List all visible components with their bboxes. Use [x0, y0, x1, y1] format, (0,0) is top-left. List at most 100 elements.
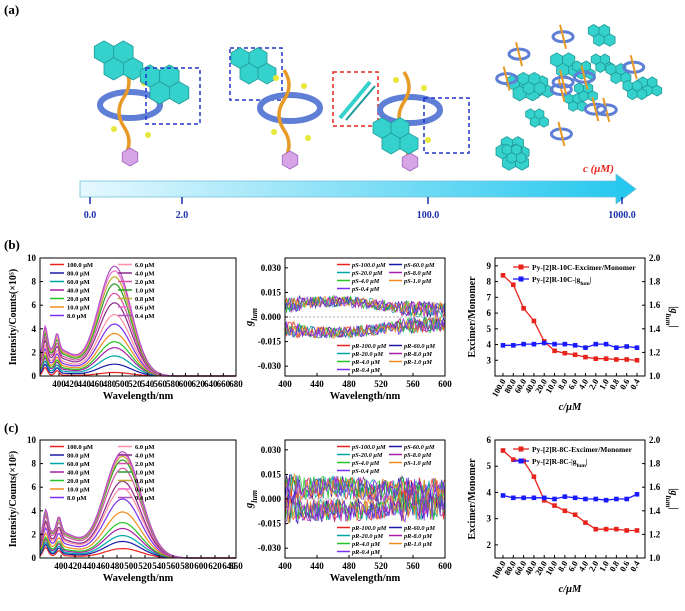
- y2-tick-label: 1.4: [649, 324, 661, 334]
- ratio-data-point: [593, 356, 599, 361]
- y2-tick-label: 2.0: [649, 435, 661, 445]
- y-tick-label: 6: [32, 300, 37, 310]
- aggregate-chain: [559, 69, 568, 95]
- x-tick-label: 400: [54, 561, 68, 571]
- ratio-data-point: [552, 496, 557, 502]
- x-tick-label: 560: [153, 379, 167, 389]
- legend-label: 0.4 μM: [135, 495, 155, 502]
- x-tick-label: 650: [229, 561, 243, 571]
- legend-marker: [518, 276, 524, 282]
- legend-label: 4.0 μM: [135, 453, 155, 460]
- concentration-ticks: 0.0 2.0 100.0 1000.0: [84, 197, 636, 221]
- y-tick-label: -0.030: [258, 361, 282, 371]
- excimer-pair-2: [345, 85, 376, 121]
- rotaxane-dimer-right: [377, 71, 443, 172]
- legend-label: 8.0 μM: [67, 313, 87, 320]
- aggregate-pyrene: [517, 71, 546, 95]
- emission-spectra-chart-c: 400 420 440 460 480 500 520 540 560 580 600 620 6406…: [8, 435, 243, 584]
- pyrene-ring: [627, 88, 638, 101]
- y-tick-label: 3: [487, 355, 492, 365]
- ratio-data-point: [614, 526, 619, 532]
- x-axis-label: Wavelength/nm: [330, 573, 401, 584]
- aggregate-chain: [580, 64, 589, 90]
- x-tick-label: 0.6: [617, 377, 631, 391]
- legend-label: 6.0 μM: [135, 262, 155, 269]
- ratio-data-point: [572, 343, 578, 348]
- excimer-highlight-box: [332, 71, 379, 127]
- x-tick-label: 440: [310, 561, 324, 571]
- y-tick-label: 8: [32, 277, 37, 287]
- pyrene-ring: [556, 62, 570, 78]
- pyrene-ring: [533, 81, 546, 95]
- y-tick-label: 4: [32, 506, 37, 516]
- x-tick-label: 600: [438, 379, 452, 389]
- legend-label: 40.0 μM: [67, 470, 90, 477]
- lower-pyrene-box: [423, 97, 470, 154]
- pillararene-ring: [97, 89, 163, 121]
- pyrene-lower: [372, 117, 419, 155]
- ratio-data-point: [541, 495, 547, 501]
- pyrene-ring: [169, 81, 190, 105]
- benzene-stopper: [121, 147, 139, 167]
- x-tick-label: 560: [166, 561, 180, 571]
- ratio-data-point: [634, 345, 640, 350]
- legend-marker: [518, 458, 524, 464]
- pyrene-ring: [399, 132, 419, 155]
- concentration-tick-label: 2.0: [176, 210, 189, 221]
- y2-tick-label: 1.2: [649, 347, 661, 357]
- legend-label: 8.0 μM: [67, 495, 87, 502]
- y-tick-label: 4: [487, 487, 492, 497]
- y-axis-label: Intensity/Counts(×10⁵): [8, 451, 19, 547]
- x-tick-label: 440: [310, 379, 324, 389]
- pyrene-ring: [257, 62, 277, 85]
- ratio-data-point: [624, 344, 629, 349]
- ratio-data-point: [583, 520, 588, 525]
- y-tick-label: 4: [487, 340, 492, 350]
- y-tick-label: 8: [487, 277, 492, 287]
- pyrene-ring: [529, 116, 540, 128]
- x-tick-label: 660: [217, 379, 231, 389]
- x-tick-label: 520: [138, 561, 152, 571]
- ratio-data-point: [531, 318, 537, 324]
- aggregate-chain: [557, 77, 566, 102]
- legend-label: 100.0 μM: [67, 262, 93, 269]
- aggregate-ring: [551, 75, 575, 89]
- pS-glum-series: [284, 294, 446, 317]
- concentration-tick-label: 100.0: [417, 210, 440, 221]
- x-tick-label: 520: [374, 561, 388, 571]
- y-tick-label: 9: [487, 261, 492, 271]
- y-tick-label: 0.015: [261, 469, 282, 479]
- pyrene-ring: [610, 71, 622, 85]
- aggregate-ring: [549, 127, 573, 141]
- legend-label: 60.0 μM: [67, 461, 90, 468]
- pyrene-ring: [603, 33, 616, 47]
- y-tick-label: 10: [27, 435, 37, 445]
- aggregate-pyrene: [622, 79, 647, 101]
- x-tick-label: 2.0: [587, 559, 601, 573]
- y2-tick-label: 1.0: [649, 371, 661, 381]
- y2-tick-label: 1.4: [649, 506, 661, 516]
- legend-label: pS-20.0 μM: [351, 452, 383, 459]
- aggregate-ring: [551, 30, 575, 44]
- ratio-data-point: [562, 350, 568, 356]
- benzene-stopper: [401, 152, 419, 172]
- pS-glum-series: [284, 295, 446, 318]
- ratio-data-point: [521, 306, 526, 311]
- legend-marker: [518, 446, 524, 452]
- x-axis-label: c/μM: [559, 584, 582, 595]
- x-axis-label: Wavelength/nm: [330, 391, 401, 402]
- y2-tick-label: 1.8: [649, 459, 661, 469]
- legend-label: pS-4.0 μM: [351, 278, 380, 285]
- legend-label: pR-0.4 μM: [351, 549, 380, 556]
- legend-label: 0.4 μM: [135, 313, 155, 320]
- ratio-data-point: [603, 341, 609, 347]
- legend-label: 0.6 μM: [135, 305, 155, 312]
- panel-b-label: (b): [4, 237, 20, 252]
- legend-label: pS-1.0 μM: [403, 278, 432, 285]
- y-axis-label: Intensity/Counts(×10⁵): [8, 269, 19, 365]
- legend-label: Py-[2]R-8C-|glum|: [532, 457, 588, 469]
- legend-label: 10.0 μM: [67, 487, 90, 494]
- pyrene-ring: [636, 88, 647, 101]
- x-tick-label: 540: [152, 561, 166, 571]
- legend-label: pS-0.4 μM: [351, 286, 380, 293]
